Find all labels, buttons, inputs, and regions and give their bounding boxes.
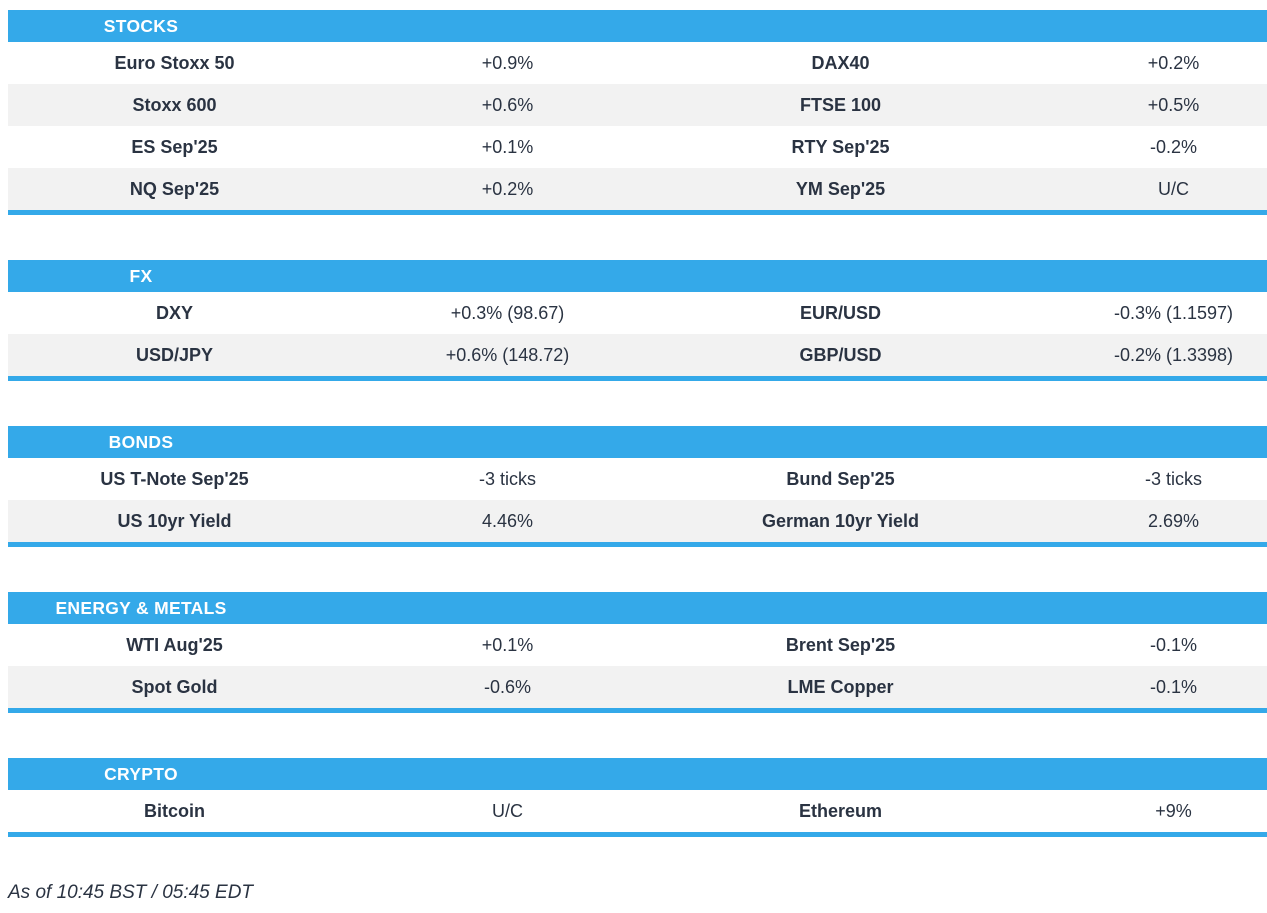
instrument-value: -0.2% (1.3398): [1113, 345, 1234, 365]
instrument-value: +0.9%: [481, 53, 534, 73]
instrument-value: +9%: [1155, 801, 1192, 821]
instrument-value: +0.2%: [481, 179, 534, 199]
market-section: CRYPTO Bitcoin U/C Ethereum +9%: [8, 758, 1267, 837]
section-header-bar: STOCKS: [8, 10, 1267, 42]
section-title: CRYPTO: [104, 764, 178, 784]
section-header-bar: FX: [8, 260, 1267, 292]
instrument-value: 2.69%: [1147, 511, 1200, 531]
instrument-label: Euro Stoxx 50: [114, 53, 235, 73]
instrument-value: +0.3% (98.67): [450, 303, 565, 323]
instrument-label: GBP/USD: [799, 345, 882, 365]
instrument-value: -0.1%: [1149, 635, 1198, 655]
as-of-timestamp: As of 10:45 BST / 05:45 EDT: [8, 882, 254, 903]
section-title: BONDS: [108, 432, 174, 452]
instrument-label: Stoxx 600: [132, 95, 217, 115]
instrument-value: +0.5%: [1147, 95, 1200, 115]
section-rows: Euro Stoxx 50 +0.9% DAX40 +0.2% Stoxx 60…: [8, 42, 1267, 215]
instrument-label: EUR/USD: [799, 303, 881, 323]
instrument-label: US T-Note Sep'25: [100, 469, 249, 489]
table-row: Stoxx 600 +0.6% FTSE 100 +0.5%: [8, 84, 1267, 126]
instrument-label: WTI Aug'25: [126, 635, 223, 655]
instrument-label: Spot Gold: [131, 677, 218, 697]
table-row: USD/JPY +0.6% (148.72) GBP/USD -0.2% (1.…: [8, 334, 1267, 376]
instrument-label: USD/JPY: [135, 345, 214, 365]
table-row: NQ Sep'25 +0.2% YM Sep'25 U/C: [8, 168, 1267, 210]
instrument-label: RTY Sep'25: [791, 137, 890, 157]
section-header-bar: ENERGY & METALS: [8, 592, 1267, 624]
sections-container: STOCKS Euro Stoxx 50 +0.9% DAX40 +0.2% S…: [8, 10, 1267, 837]
instrument-value: +0.1%: [481, 635, 534, 655]
section-title: ENERGY & METALS: [55, 598, 227, 618]
table-row: US 10yr Yield 4.46% German 10yr Yield 2.…: [8, 500, 1267, 542]
instrument-value: +0.6% (148.72): [445, 345, 570, 365]
table-row: Spot Gold -0.6% LME Copper -0.1%: [8, 666, 1267, 708]
section-rows: WTI Aug'25 +0.1% Brent Sep'25 -0.1% Spot…: [8, 624, 1267, 713]
instrument-value: U/C: [1158, 179, 1189, 199]
table-row: WTI Aug'25 +0.1% Brent Sep'25 -0.1%: [8, 624, 1267, 666]
instrument-value: 4.46%: [481, 511, 534, 531]
market-section: BONDS US T-Note Sep'25 -3 ticks Bund Sep…: [8, 426, 1267, 547]
instrument-value: +0.1%: [481, 137, 534, 157]
instrument-value: U/C: [492, 801, 523, 821]
instrument-label: LME Copper: [787, 677, 894, 697]
instrument-label: ES Sep'25: [131, 137, 218, 157]
instrument-value: -0.6%: [483, 677, 532, 697]
instrument-label: German 10yr Yield: [761, 511, 920, 531]
instrument-label: DXY: [155, 303, 193, 323]
instrument-value: -3 ticks: [1144, 469, 1202, 489]
instrument-label: US 10yr Yield: [117, 511, 232, 531]
market-section: ENERGY & METALS WTI Aug'25 +0.1% Brent S…: [8, 592, 1267, 713]
instrument-label: DAX40: [811, 53, 870, 73]
instrument-value: -3 ticks: [478, 469, 536, 489]
market-wrap-table: STOCKS Euro Stoxx 50 +0.9% DAX40 +0.2% S…: [8, 10, 1267, 904]
table-row: US T-Note Sep'25 -3 ticks Bund Sep'25 -3…: [8, 458, 1267, 500]
instrument-label: Brent Sep'25: [785, 635, 896, 655]
table-row: ES Sep'25 +0.1% RTY Sep'25 -0.2%: [8, 126, 1267, 168]
instrument-value: +0.2%: [1147, 53, 1200, 73]
instrument-label: FTSE 100: [799, 95, 882, 115]
instrument-value: -0.2%: [1149, 137, 1198, 157]
instrument-label: YM Sep'25: [795, 179, 886, 199]
instrument-label: Bitcoin: [144, 801, 205, 821]
table-row: DXY +0.3% (98.67) EUR/USD -0.3% (1.1597): [8, 292, 1267, 334]
section-header-bar: CRYPTO: [8, 758, 1267, 790]
instrument-label: Bund Sep'25: [786, 469, 895, 489]
instrument-label: Ethereum: [798, 801, 883, 821]
section-title: STOCKS: [103, 16, 179, 36]
instrument-value: -0.1%: [1149, 677, 1198, 697]
section-header-bar: BONDS: [8, 426, 1267, 458]
section-rows: Bitcoin U/C Ethereum +9%: [8, 790, 1267, 837]
market-section: FX DXY +0.3% (98.67) EUR/USD -0.3% (1.15…: [8, 260, 1267, 381]
table-row: Bitcoin U/C Ethereum +9%: [8, 790, 1267, 832]
section-title: FX: [129, 266, 153, 286]
section-rows: DXY +0.3% (98.67) EUR/USD -0.3% (1.1597)…: [8, 292, 1267, 381]
instrument-value: +0.6%: [481, 95, 534, 115]
market-section: STOCKS Euro Stoxx 50 +0.9% DAX40 +0.2% S…: [8, 10, 1267, 215]
section-rows: US T-Note Sep'25 -3 ticks Bund Sep'25 -3…: [8, 458, 1267, 547]
table-row: Euro Stoxx 50 +0.9% DAX40 +0.2%: [8, 42, 1267, 84]
instrument-label: NQ Sep'25: [129, 179, 220, 199]
instrument-value: -0.3% (1.1597): [1113, 303, 1234, 323]
